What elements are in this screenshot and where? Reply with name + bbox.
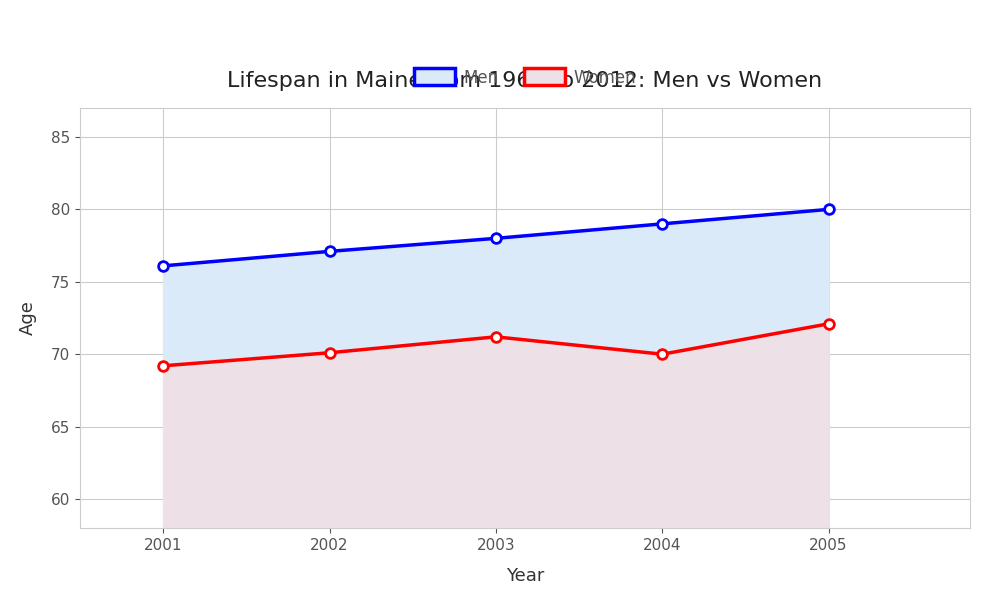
Y-axis label: Age: Age (19, 301, 37, 335)
X-axis label: Year: Year (506, 566, 544, 584)
Title: Lifespan in Maine from 1967 to 2012: Men vs Women: Lifespan in Maine from 1967 to 2012: Men… (227, 71, 823, 91)
Legend: Men, Women: Men, Women (407, 62, 643, 93)
